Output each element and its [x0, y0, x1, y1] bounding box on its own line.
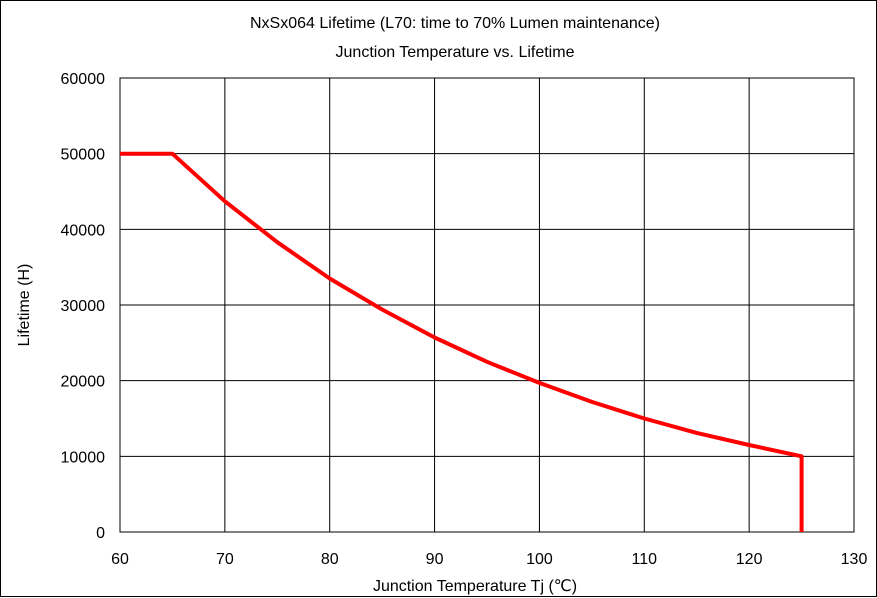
plot-border [119, 77, 855, 533]
x-tick-label: 100 [526, 551, 553, 568]
series-group [120, 151, 804, 532]
x-tick-label: 60 [111, 551, 129, 568]
x-tick-labels: 60 70 80 90 100 110 120 130 [111, 551, 867, 568]
x-tick-label: 110 [632, 551, 658, 568]
x-tick-label: 120 [736, 551, 763, 568]
y-tick-label: 0 [96, 525, 105, 542]
x-tick-label: 130 [841, 551, 868, 568]
x-tick-label: 80 [321, 551, 339, 568]
y-tick-label: 50000 [61, 147, 106, 164]
chart-title: NxSx064 Lifetime (L70: time to 70% Lumen… [250, 15, 660, 32]
y-tick-label: 10000 [61, 449, 106, 466]
y-axis-label: Lifetime (H) [16, 264, 33, 347]
x-tick-label: 70 [216, 551, 234, 568]
y-tick-label: 20000 [61, 374, 106, 391]
chart-subtitle: Junction Temperature vs. Lifetime [336, 44, 575, 61]
series-line [120, 151, 804, 532]
x-tick-label: 90 [426, 551, 444, 568]
y-tick-labels: 0 10000 20000 30000 40000 50000 60000 [61, 71, 106, 542]
y-tick-label: 30000 [61, 298, 106, 315]
y-tick-label: 40000 [61, 222, 106, 239]
x-axis-label: Junction Temperature Tj (℃) [373, 578, 577, 595]
y-tick-label: 60000 [61, 71, 106, 88]
